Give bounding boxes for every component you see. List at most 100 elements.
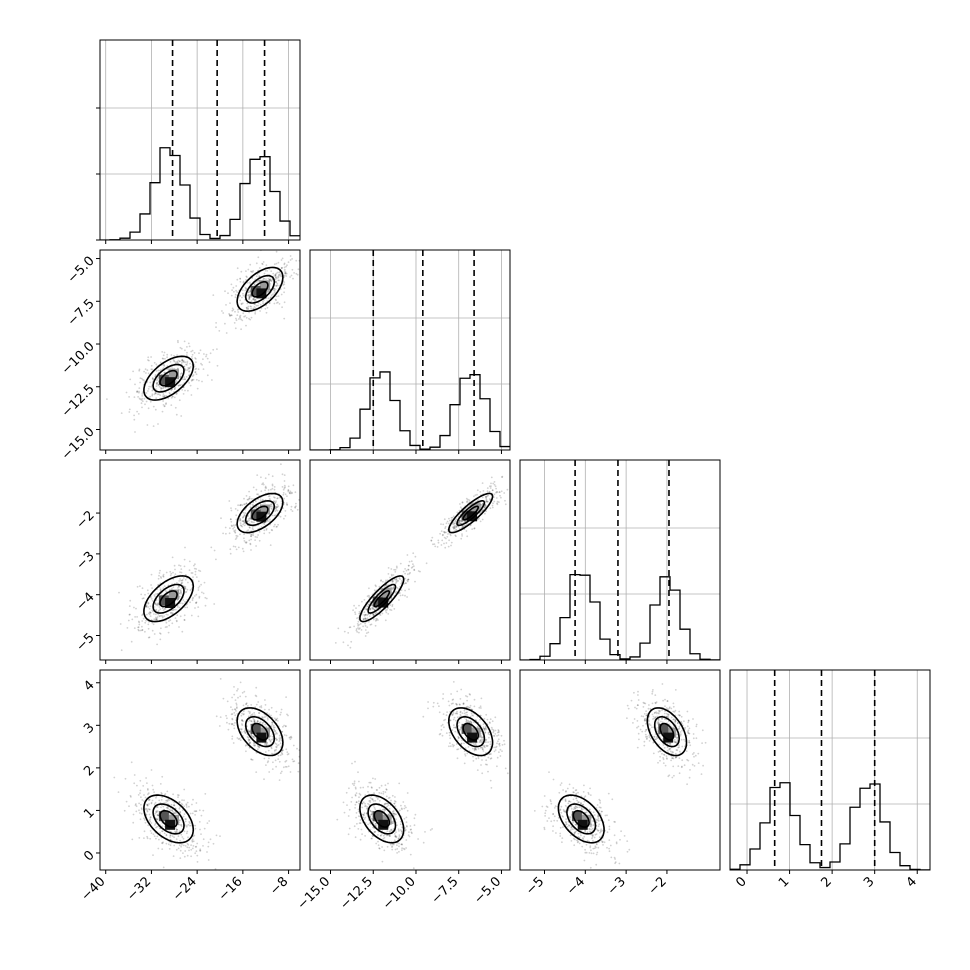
- sample-point: [584, 811, 587, 814]
- sample-point: [354, 786, 357, 789]
- sample-point: [548, 817, 550, 819]
- sample-point: [374, 620, 377, 622]
- sample-point: [411, 832, 413, 835]
- sample-point: [295, 505, 297, 507]
- sample-point: [263, 532, 266, 535]
- sample-point: [160, 791, 163, 794]
- sample-point: [255, 262, 258, 265]
- sample-point: [440, 725, 443, 727]
- sample-point: [173, 388, 176, 390]
- sample-point: [443, 726, 445, 729]
- sample-point: [194, 824, 197, 827]
- sample-point: [162, 357, 165, 360]
- sample-point: [146, 788, 149, 790]
- sample-point: [154, 602, 157, 605]
- sample-point: [368, 800, 371, 802]
- sample-point: [285, 696, 287, 698]
- sample-point: [161, 830, 163, 832]
- sample-point: [481, 772, 484, 775]
- sample-point: [191, 378, 194, 381]
- sample-point: [254, 299, 256, 301]
- sample-point: [382, 837, 385, 840]
- sample-point: [243, 497, 245, 500]
- sample-point: [163, 371, 166, 374]
- sample-point: [236, 706, 238, 708]
- sample-point: [157, 847, 160, 850]
- density-cell: [372, 811, 383, 822]
- sample-point: [493, 493, 496, 496]
- sample-point: [355, 629, 358, 632]
- sample-point: [494, 746, 497, 749]
- sample-point: [364, 635, 367, 637]
- sample-point: [145, 813, 148, 816]
- x-tick-label: −8: [267, 874, 291, 898]
- sample-point: [234, 310, 236, 313]
- sample-point: [461, 501, 464, 504]
- sample-point: [151, 799, 154, 802]
- sample-point: [384, 791, 387, 793]
- sample-point: [366, 805, 368, 808]
- sample-point: [165, 806, 168, 809]
- sample-point: [355, 628, 358, 630]
- sample-point: [575, 797, 578, 799]
- sample-point: [261, 722, 264, 724]
- sample-point: [179, 571, 181, 573]
- sample-point: [186, 351, 188, 354]
- contour-line: [447, 707, 494, 757]
- sample-point: [290, 508, 292, 511]
- sample-point: [501, 744, 504, 746]
- sample-point: [350, 801, 353, 803]
- sample-point: [255, 275, 258, 278]
- sample-point: [460, 522, 462, 525]
- sample-point: [392, 822, 394, 824]
- sample-point: [489, 722, 491, 724]
- sample-point: [414, 813, 417, 816]
- sample-point: [451, 516, 454, 519]
- sample-point: [362, 813, 365, 816]
- sample-point: [275, 718, 278, 721]
- sample-point: [281, 266, 283, 269]
- sample-point: [139, 585, 141, 587]
- sample-point: [285, 502, 288, 504]
- sample-point: [248, 496, 251, 498]
- sample-point: [433, 543, 436, 545]
- sample-point: [442, 713, 445, 715]
- sample-point: [243, 520, 245, 522]
- sample-point: [533, 810, 536, 812]
- sample-point: [275, 765, 277, 768]
- sample-point: [148, 803, 150, 805]
- panel-frame: [309, 669, 511, 871]
- sample-point: [272, 724, 275, 727]
- sample-point: [141, 620, 144, 622]
- sample-point: [174, 830, 176, 833]
- sample-point: [179, 578, 181, 580]
- sample-point: [265, 487, 268, 489]
- sample-point: [290, 736, 293, 739]
- sample-point: [191, 847, 194, 850]
- sample-point: [279, 754, 282, 757]
- sample-point: [271, 721, 274, 724]
- sample-point: [364, 607, 367, 609]
- sample-point: [572, 787, 575, 789]
- sample-point: [354, 794, 357, 797]
- sample-point: [239, 295, 241, 297]
- sample-point: [271, 768, 274, 770]
- sample-point: [161, 351, 164, 353]
- sample-point: [242, 550, 245, 553]
- contour-line: [251, 281, 269, 298]
- sample-point: [170, 572, 173, 575]
- sample-point: [229, 552, 232, 555]
- sample-point: [592, 847, 595, 850]
- sample-point: [177, 796, 179, 799]
- sample-point: [387, 573, 390, 575]
- sample-point: [363, 814, 365, 816]
- sample-point: [274, 496, 276, 499]
- sample-point: [484, 732, 487, 734]
- sample-point: [407, 568, 409, 571]
- sample-point: [345, 791, 348, 794]
- sample-point: [161, 410, 164, 413]
- sample-point: [195, 845, 198, 848]
- sample-point: [153, 791, 156, 793]
- sample-point: [149, 381, 152, 384]
- sample-point: [432, 543, 434, 546]
